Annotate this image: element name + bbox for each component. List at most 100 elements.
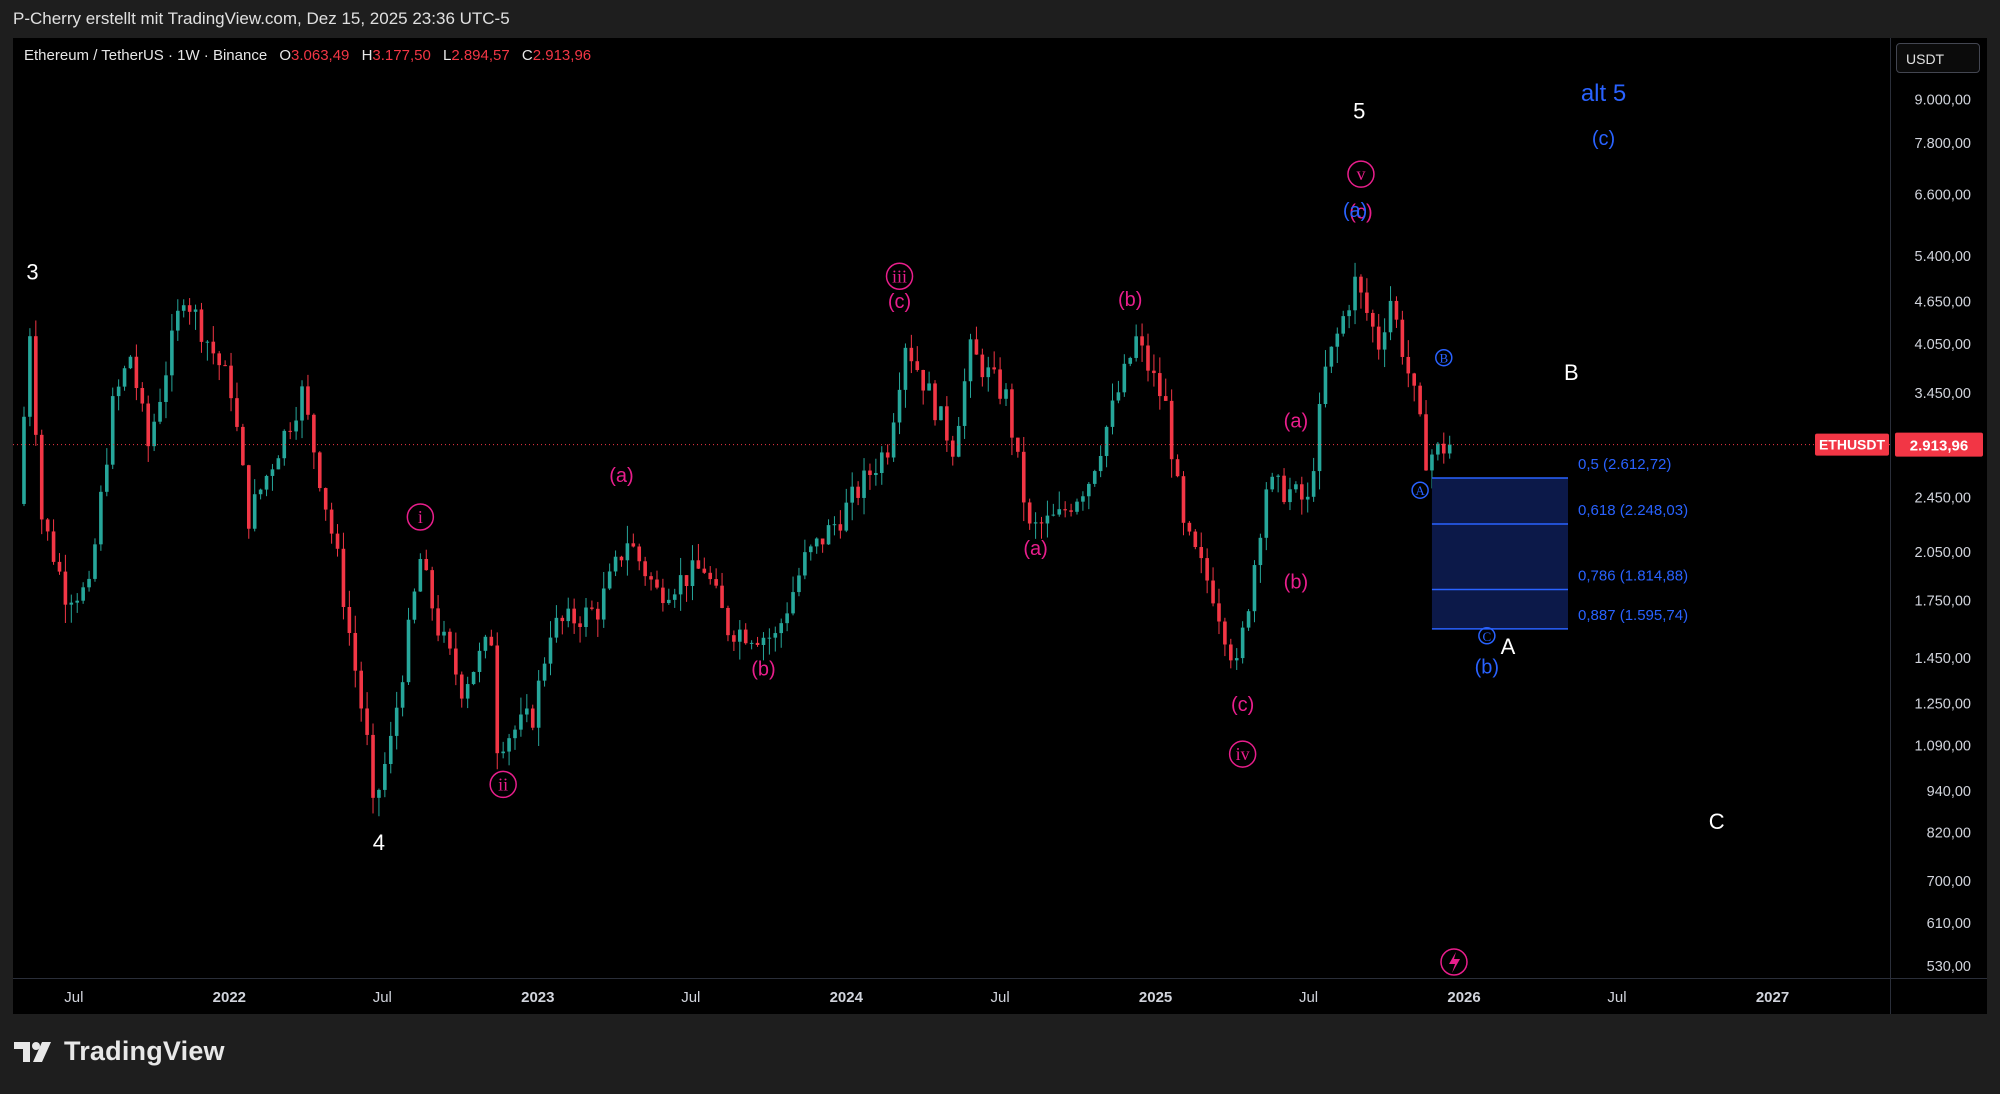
wave-label[interactable]: 3	[26, 259, 38, 284]
wave-label[interactable]: C	[1709, 809, 1725, 834]
candle-body	[572, 608, 576, 624]
candle-body	[146, 403, 151, 447]
candle-body	[63, 571, 68, 605]
wave-label[interactable]: (a)	[1343, 200, 1367, 222]
wave-label[interactable]: iv	[1236, 744, 1250, 764]
fib-level-label: 0,5 (2.612,72)	[1578, 456, 1671, 473]
candle-body	[406, 619, 411, 683]
candle-body	[424, 559, 429, 571]
candle-body	[945, 406, 949, 441]
candle-body	[773, 633, 778, 638]
candle-body	[1140, 336, 1144, 346]
candle-body	[1229, 644, 1233, 661]
chart-canvas[interactable]: 0,5 (2.612,72) 0,618 (2.248,03) 0,786 (1.8…	[13, 38, 1987, 1014]
wave-label[interactable]: A	[1501, 634, 1516, 659]
price-scale[interactable]	[1890, 38, 1987, 1014]
candle-body	[803, 552, 807, 576]
wave-label[interactable]: v	[1356, 164, 1365, 184]
candle-body	[252, 494, 257, 529]
candle-body	[1288, 489, 1292, 503]
candle-body	[454, 648, 458, 675]
y-tick-label: 3.450,00	[1915, 386, 1971, 402]
candle-body	[412, 591, 417, 620]
candle-body	[1116, 392, 1121, 401]
candle-body	[1270, 476, 1275, 490]
candle-body	[1217, 603, 1221, 622]
candle-body	[542, 663, 547, 681]
chart-frame[interactable]: 0,5 (2.612,72) 0,618 (2.248,03) 0,786 (1.8…	[13, 38, 1987, 1014]
wave-label[interactable]: B	[1439, 351, 1448, 366]
candle-body	[152, 421, 156, 447]
x-tick-label: Jul	[373, 989, 392, 1006]
wave-label-circle	[1228, 740, 1257, 768]
x-tick-label: 2027	[1756, 989, 1789, 1006]
tradingview-logo-icon	[14, 1041, 51, 1062]
wave-label[interactable]: alt 5	[1581, 80, 1626, 107]
candle-body	[1353, 276, 1357, 311]
wave-label[interactable]: (a)	[609, 465, 633, 487]
wave-label[interactable]: (b)	[1475, 656, 1499, 678]
wave-label[interactable]: iii	[892, 266, 907, 286]
candle-body	[1418, 385, 1422, 415]
candle-body	[974, 339, 979, 355]
candle-body	[826, 525, 831, 545]
fib-zone[interactable]	[1431, 477, 1569, 629]
wave-label[interactable]: (c)	[1349, 201, 1372, 223]
wave-label[interactable]: B	[1564, 360, 1579, 385]
wave-label[interactable]: ii	[498, 774, 508, 794]
x-tick-label: 2022	[213, 989, 246, 1006]
wave-label[interactable]: (a)	[1023, 538, 1047, 560]
candle-body	[1294, 484, 1298, 490]
wave-label[interactable]: (b)	[1118, 289, 1142, 311]
candle-body	[655, 579, 659, 588]
candle-body	[814, 538, 819, 547]
candle-body	[726, 607, 730, 636]
wave-label[interactable]: C	[1483, 629, 1492, 644]
candle-body	[619, 556, 624, 561]
candle-body	[489, 636, 494, 646]
candle-body	[430, 570, 434, 609]
wave-label[interactable]: A	[1415, 483, 1425, 498]
wave-label[interactable]: i	[418, 507, 423, 527]
tradingview-logo[interactable]: TradingView	[14, 1036, 225, 1067]
legend-symbol[interactable]: Ethereum / TetherUS · 1W · Binance	[24, 47, 268, 64]
y-tick-label: 5.400,00	[1915, 249, 1971, 265]
y-tick-label: 610,00	[1927, 916, 1971, 932]
candle-body	[93, 544, 97, 579]
candle-body	[1010, 389, 1014, 438]
candle-body	[1223, 621, 1227, 645]
candle-body	[235, 398, 239, 427]
candle-body	[950, 440, 955, 457]
legend-close-label: C	[521, 47, 533, 64]
candle-body	[613, 556, 618, 572]
candle-body	[1264, 489, 1269, 538]
y-tick-label: 2.450,00	[1915, 491, 1971, 507]
wave-label[interactable]: (c)	[888, 291, 911, 313]
x-tick-label: Jul	[1299, 989, 1318, 1006]
wave-label[interactable]: (a)	[1284, 411, 1308, 433]
wave-label[interactable]: (c)	[1592, 128, 1615, 150]
candle-body	[317, 452, 322, 489]
candle-body	[1436, 443, 1440, 455]
y-tick-label: 530,00	[1927, 959, 1971, 975]
wave-label[interactable]: 4	[373, 830, 385, 855]
alert-lightning-icon[interactable]	[1440, 948, 1468, 976]
candle-body	[45, 519, 50, 532]
candle-body	[530, 708, 535, 728]
candle-body	[696, 560, 701, 569]
candle-body	[288, 430, 292, 432]
wave-label[interactable]: 5	[1353, 99, 1365, 124]
candle-body	[962, 381, 967, 426]
candle-body	[175, 310, 180, 331]
wave-label[interactable]: (b)	[751, 659, 775, 681]
candle-body	[607, 571, 612, 589]
candle-body	[986, 367, 991, 378]
wave-label[interactable]: (c)	[1231, 694, 1254, 716]
candle-body	[217, 353, 222, 366]
candle-body	[110, 396, 115, 465]
candle-body	[791, 592, 795, 614]
candle-body	[495, 645, 500, 754]
wave-label[interactable]: (b)	[1284, 572, 1308, 594]
candle-body	[820, 538, 825, 545]
currency-selector[interactable]: USDT	[1896, 43, 1980, 73]
